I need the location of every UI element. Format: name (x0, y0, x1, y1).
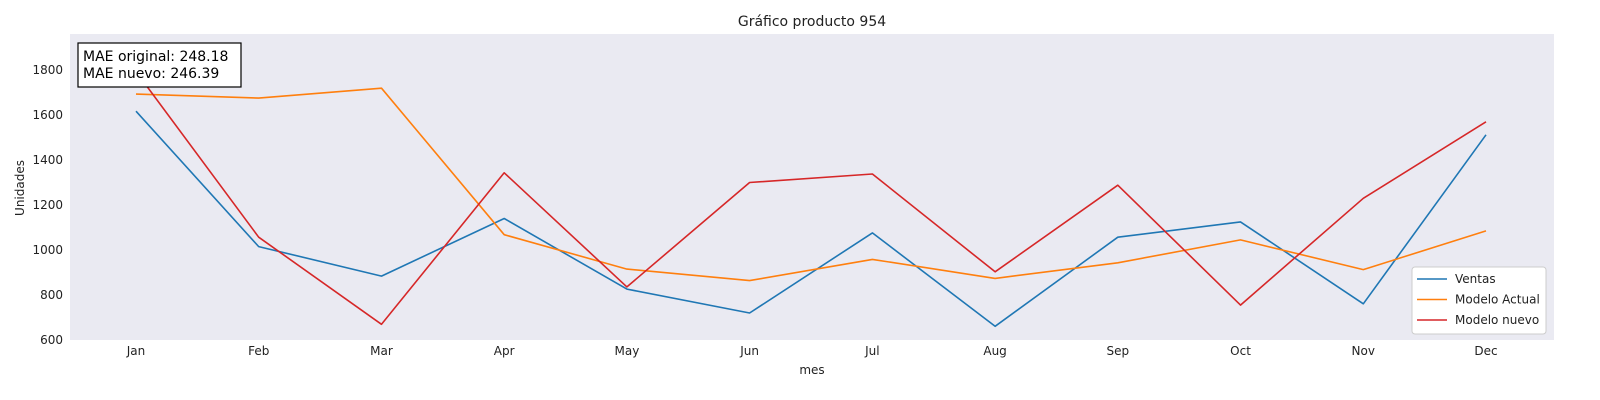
mae-annotation: MAE original: 248.18 MAE nuevo: 246.39 (77, 42, 242, 88)
x-tick-label: Feb (248, 344, 269, 358)
x-tick-label: Aug (983, 344, 1006, 358)
plot-area (70, 34, 1554, 340)
x-tick-label: Jan (126, 344, 146, 358)
x-axis-ticks: Jan Feb Mar Apr May Jun Jul Aug Sep Oct Nov Dec (126, 344, 1498, 358)
y-tick-label: 800 (40, 288, 63, 302)
x-tick-label: Jun (739, 344, 759, 358)
annotation-line-1: MAE original: 248.18 (83, 49, 228, 65)
legend: Ventas Modelo Actual Modelo nuevo (1411, 266, 1547, 335)
y-tick-label: 1400 (32, 153, 63, 167)
y-tick-label: 1600 (32, 108, 63, 122)
legend-label: Modelo nuevo (1455, 313, 1539, 327)
x-tick-label: Mar (370, 344, 393, 358)
x-tick-label: Jul (864, 344, 879, 358)
y-tick-label: 600 (40, 333, 63, 347)
series-line (135, 110, 1487, 328)
series-line (135, 87, 1487, 282)
x-tick-label: Oct (1230, 344, 1251, 358)
legend-box (1411, 266, 1547, 335)
y-axis-ticks: 600 800 1000 1200 1400 1600 1800 (32, 63, 63, 347)
chart-title: Gráfico producto 954 (738, 14, 886, 30)
legend-label: Ventas (1455, 272, 1496, 286)
x-tick-label: Nov (1352, 344, 1375, 358)
x-tick-label: Sep (1107, 344, 1130, 358)
y-tick-label: 1000 (32, 243, 63, 257)
series-layer (135, 71, 1487, 328)
annotation-box (77, 42, 242, 88)
x-tick-label: May (615, 344, 640, 358)
legend-label: Modelo Actual (1455, 293, 1540, 307)
y-tick-label: 1200 (32, 198, 63, 212)
x-axis-label: mes (799, 363, 824, 377)
series-line (135, 71, 1487, 326)
y-axis-label: Unidades (13, 160, 27, 216)
annotation-line-2: MAE nuevo: 246.39 (83, 66, 219, 82)
y-tick-label: 1800 (32, 63, 63, 77)
x-tick-label: Dec (1474, 344, 1497, 358)
legend-items: Ventas Modelo Actual Modelo nuevo (1417, 272, 1540, 327)
x-tick-label: Apr (494, 344, 515, 358)
